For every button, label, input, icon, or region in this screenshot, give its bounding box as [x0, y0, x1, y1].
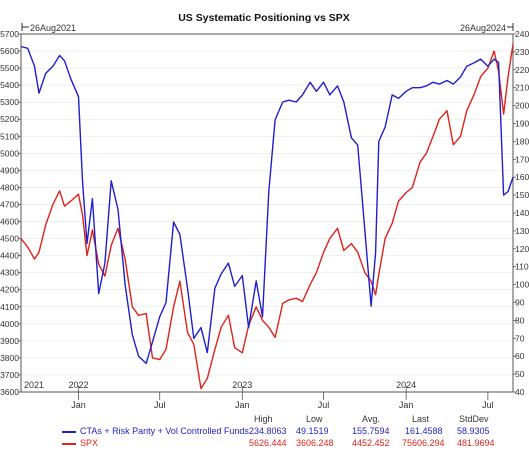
right-axis-tick-label: 210 [515, 83, 529, 93]
legend-swatch-positioning [62, 431, 76, 433]
left-axis-tick-label: 3800 [0, 353, 19, 363]
stat-spx-avg: 4452.452 [352, 438, 390, 448]
right-axis-tick-label: 170 [515, 154, 529, 164]
right-axis-tick-label: 110 [515, 262, 529, 272]
stat-spx-high: 5626.444 [249, 438, 287, 448]
x-axis-month-label: Jan [399, 400, 414, 410]
right-axis-tick-label: 160 [515, 172, 529, 182]
left-axis-tick-label: 4900 [0, 165, 19, 175]
left-axis-tick-label: 4700 [0, 199, 19, 209]
right-axis-tick-label: 90 [515, 298, 525, 308]
chart-title: US Systematic Positioning vs SPX [178, 12, 350, 24]
right-axis-tick-label: 50 [515, 369, 525, 379]
stat-header-avg: Avg. [362, 414, 380, 424]
right-axis: 240 230 220 210 200 190 180 170 160 150 140 130 120 1… [513, 29, 529, 397]
right-axis-tick-label: 70 [515, 333, 525, 343]
right-axis-tick-label: 100 [515, 280, 529, 290]
stat-spx-stddev: 481.9694 [457, 438, 495, 448]
left-axis-tick-label: 4400 [0, 251, 19, 261]
stat-positioning-high: 234.8063 [249, 426, 287, 436]
left-axis-tick-label: 5700 [0, 29, 19, 39]
left-axis-tick-label: 4300 [0, 268, 19, 278]
left-axis-tick-label: 4200 [0, 285, 19, 295]
x-axis-month-label: Jul [318, 400, 330, 410]
x-axis-month-label: Jan [235, 400, 250, 410]
right-axis-tick-label: 120 [515, 244, 529, 254]
legend-swatch-spx [62, 443, 76, 445]
x-axis: Jan Jul Jan Jul Jan Jul 2021 2022 2023 2024 [24, 380, 494, 410]
x-axis-year-label: 2022 [68, 380, 88, 390]
left-axis-tick-label: 5500 [0, 63, 19, 73]
left-axis-tick-label: 3600 [0, 387, 19, 397]
stat-header-stddev: StdDev [459, 414, 489, 424]
x-axis-year-label: 2021 [24, 380, 44, 390]
left-axis-tick-label: 3700 [0, 370, 19, 380]
stat-positioning-stddev: 58.9305 [457, 426, 490, 436]
left-axis-tick-label: 5100 [0, 131, 19, 141]
left-axis-tick-label: 4800 [0, 182, 19, 192]
stat-header-low: Low [306, 414, 323, 424]
stat-spx-low: 3606.248 [296, 438, 334, 448]
x-axis-month-label: Jan [71, 400, 86, 410]
left-axis: 5700 5600 5500 5400 5300 5200 5100 5000 4900 4800… [0, 29, 21, 397]
left-axis-tick-label: 4600 [0, 217, 19, 227]
left-axis-tick-label: 4500 [0, 234, 19, 244]
right-axis-tick-label: 60 [515, 351, 525, 361]
left-axis-tick-label: 5400 [0, 80, 19, 90]
stat-positioning-last: 161.4588 [405, 426, 443, 436]
right-axis-tick-label: 200 [515, 101, 529, 111]
x-axis-month-label: Jul [482, 400, 494, 410]
right-axis-tick-label: 230 [515, 47, 529, 57]
series-line-positioning [20, 45, 514, 365]
right-axis-tick-label: 140 [515, 208, 529, 218]
stat-spx-last: 75606.294 [402, 438, 445, 448]
left-axis-tick-label: 4000 [0, 319, 19, 329]
stat-positioning-low: 49.1519 [296, 426, 329, 436]
right-axis-tick-label: 40 [515, 387, 525, 397]
left-axis-tick-label: 5200 [0, 114, 19, 124]
right-axis-tick-label: 180 [515, 136, 529, 146]
end-date-label: 26Aug2024 [460, 23, 506, 33]
left-axis-tick-label: 4100 [0, 302, 19, 312]
x-axis-year-label: 2023 [232, 380, 252, 390]
stat-positioning-avg: 155.7594 [352, 426, 390, 436]
stat-header-high: High [254, 414, 273, 424]
series-layer [20, 44, 514, 390]
x-axis-year-label: 2024 [396, 380, 416, 390]
right-axis-tick-label: 190 [515, 119, 529, 129]
legend-row-spx: SPX 5626.444 3606.248 4452.452 75606.294… [62, 438, 524, 450]
legend-label-positioning: CTAs + Risk Parity + Vol Controlled Fund… [80, 426, 249, 436]
stat-header-last: Last [412, 414, 430, 424]
right-axis-tick-label: 240 [515, 29, 529, 39]
legend-row-positioning: CTAs + Risk Parity + Vol Controlled Fund… [62, 426, 524, 438]
legend-label-spx: SPX [80, 438, 99, 448]
right-axis-tick-label: 150 [515, 190, 529, 200]
start-date-label: 26Aug2021 [30, 23, 76, 33]
legend-header-row: High Low Avg. Last StdDev [62, 414, 524, 426]
right-axis-tick-label: 130 [515, 226, 529, 236]
left-axis-tick-label: 5000 [0, 148, 19, 158]
left-axis-tick-label: 5600 [0, 46, 19, 56]
right-axis-tick-label: 220 [515, 65, 529, 75]
left-axis-tick-label: 5300 [0, 97, 19, 107]
right-axis-tick-label: 80 [515, 315, 525, 325]
x-axis-month-label: Jul [154, 400, 166, 410]
left-axis-tick-label: 3900 [0, 336, 19, 346]
